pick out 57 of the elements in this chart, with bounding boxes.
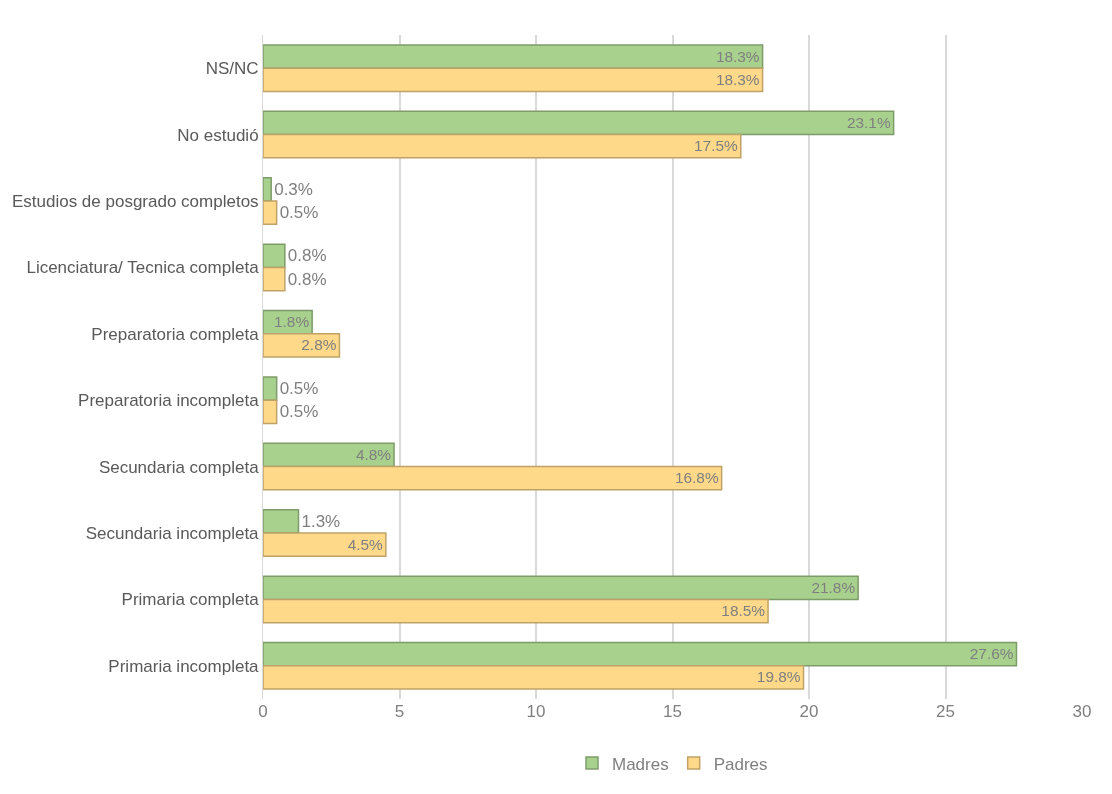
x-tick-label: 10 xyxy=(526,702,546,721)
data-label: 1.3% xyxy=(301,511,341,531)
data-label: 17.5% xyxy=(694,137,739,155)
bar xyxy=(263,376,278,401)
bar xyxy=(263,266,286,292)
data-label: 1.8% xyxy=(274,313,310,331)
bar xyxy=(263,200,278,225)
legend-label: Padres xyxy=(713,754,768,774)
data-label: 0.5% xyxy=(279,402,319,422)
legend-label: Madres xyxy=(612,754,669,774)
y-tick-label: No estudió xyxy=(177,125,259,145)
data-label: 0.5% xyxy=(279,203,319,223)
x-tick-label: 30 xyxy=(1072,702,1092,721)
data-label: 21.8% xyxy=(811,578,856,596)
bar xyxy=(263,243,286,269)
data-label: 0.8% xyxy=(287,246,327,266)
bar xyxy=(263,665,805,690)
x-tick-label: 0 xyxy=(258,702,268,721)
x-tick-label: 5 xyxy=(394,702,405,721)
y-tick-label: Primaria completa xyxy=(121,590,260,610)
y-tick-label: Preparatoria completa xyxy=(91,324,260,344)
y-tick-label: Preparatoria incompleta xyxy=(78,391,260,411)
bar xyxy=(263,333,341,358)
data-label: 0.3% xyxy=(274,179,313,199)
bar xyxy=(263,44,764,69)
data-label: 23.1% xyxy=(846,113,891,131)
bar xyxy=(263,399,278,425)
bar xyxy=(263,465,723,491)
y-tick-label: Primaria incompleta xyxy=(108,656,260,676)
y-tick-label: Secundaria incompleta xyxy=(85,523,260,543)
data-label: 2.8% xyxy=(301,336,337,354)
bar xyxy=(263,641,1018,667)
data-label: 0.8% xyxy=(287,269,327,289)
y-tick-label: NS/NC xyxy=(205,59,259,79)
data-label: 4.8% xyxy=(355,445,392,463)
data-label: 0.5% xyxy=(279,379,319,399)
x-tick-label: 15 xyxy=(663,702,682,721)
data-label: 18.5% xyxy=(721,602,766,620)
bar xyxy=(263,177,272,202)
bar xyxy=(263,575,859,601)
y-tick-label: Estudios de posgrado completos xyxy=(11,191,259,211)
data-label: 27.6% xyxy=(969,645,1014,663)
bar xyxy=(263,509,300,534)
x-tick-label: 25 xyxy=(936,702,955,721)
y-tick-label: Licenciatura/ Tecnica completa xyxy=(26,258,260,278)
y-tick-label: Secundaria completa xyxy=(98,457,260,477)
bar xyxy=(263,598,769,624)
bar xyxy=(263,110,895,136)
data-label: 16.8% xyxy=(674,469,719,487)
bar xyxy=(263,133,742,159)
x-tick-label: 20 xyxy=(799,702,819,721)
bar xyxy=(263,67,764,93)
bar xyxy=(263,532,387,557)
data-label: 18.3% xyxy=(715,47,760,65)
data-label: 19.8% xyxy=(756,668,801,686)
data-label: 4.5% xyxy=(347,535,384,553)
data-label: 18.3% xyxy=(715,70,760,88)
